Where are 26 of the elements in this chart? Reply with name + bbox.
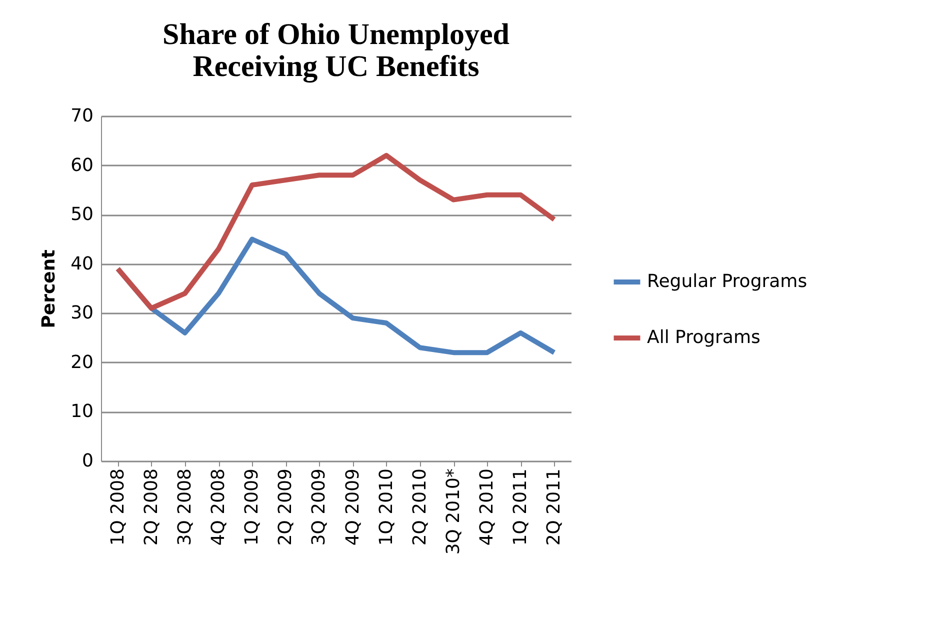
legend-label: All Programs bbox=[647, 327, 760, 348]
y-tick-label: 40 bbox=[70, 253, 94, 274]
y-tick-label: 10 bbox=[70, 401, 94, 422]
x-tick-label: 2Q 2011 bbox=[544, 468, 565, 546]
chart-title: Share of Ohio Unemployed Receiving UC Benefits bbox=[162, 18, 510, 83]
x-tick-label: 1Q 2011 bbox=[510, 468, 532, 546]
y-tick-label: 20 bbox=[70, 352, 94, 373]
x-tick-label: 2Q 2009 bbox=[275, 468, 296, 546]
y-tick-label: 50 bbox=[70, 204, 94, 226]
x-tick-label: 1Q 2008 bbox=[107, 468, 128, 546]
x-tick-label: 2Q 2008 bbox=[140, 468, 162, 546]
y-tick-label: 0 bbox=[82, 450, 94, 472]
x-tick-label: 2Q 2010 bbox=[409, 468, 430, 546]
x-tick-label: 3Q 2010* bbox=[443, 468, 464, 555]
x-tick-label: 4Q 2010 bbox=[476, 468, 498, 546]
y-axis-title: Percent bbox=[38, 249, 60, 328]
legend-label: Regular Programs bbox=[647, 271, 808, 292]
x-tick-label: 4Q 2008 bbox=[208, 468, 229, 546]
y-tick-label: 70 bbox=[70, 106, 94, 126]
x-tick-label: 3Q 2008 bbox=[174, 468, 196, 546]
y-tick-label: 30 bbox=[70, 302, 94, 324]
x-tick-label: 3Q 2009 bbox=[308, 468, 330, 546]
x-tick-label: 4Q 2009 bbox=[342, 468, 364, 546]
x-tick-label: 1Q 2010 bbox=[376, 468, 397, 546]
x-tick-label: 1Q 2009 bbox=[242, 468, 263, 546]
y-tick-label: 60 bbox=[70, 154, 94, 176]
